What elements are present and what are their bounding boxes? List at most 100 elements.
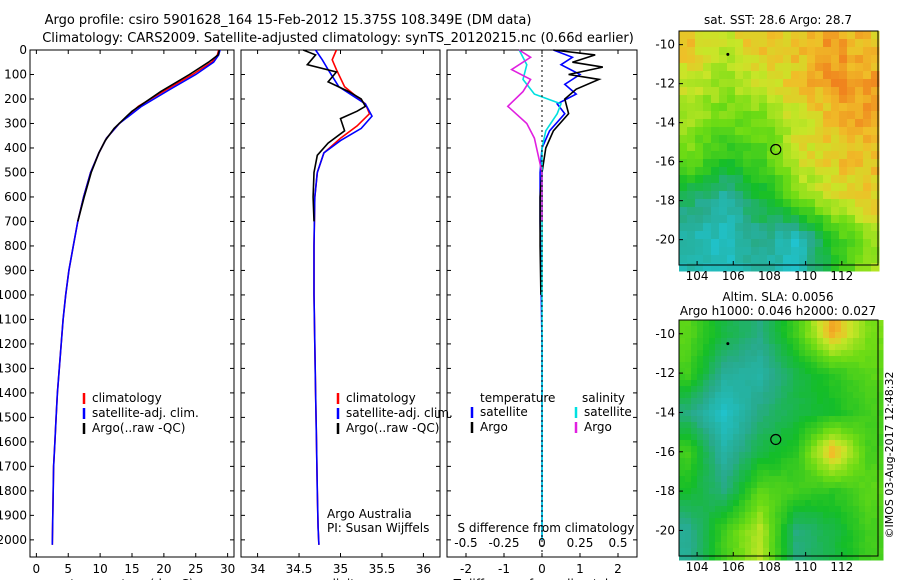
sst-map-cell [863, 255, 872, 264]
sla-map-cell [841, 506, 848, 513]
sst-map-cell [679, 103, 688, 112]
sla-map-cell [859, 338, 866, 345]
sla-map-cell [757, 470, 764, 477]
sst-map-ytick-label-3: -16 [655, 155, 675, 169]
sst-map-cell [799, 79, 808, 88]
sla-map-cell [799, 554, 806, 561]
sst-map-cell [719, 111, 728, 120]
sst-map-cell [751, 223, 760, 232]
sla-map-cell [871, 368, 878, 375]
sla-map-cell [751, 476, 758, 483]
sst-map-cell [759, 111, 768, 120]
sla-map-cell [775, 386, 782, 393]
sla-map-cell [745, 410, 752, 417]
sla-map-cell [757, 518, 764, 525]
sla-map-cell [709, 482, 716, 489]
sst-map-cell [727, 199, 736, 208]
sla-map-cell [811, 554, 818, 561]
sst-map-cell [759, 223, 768, 232]
sla-map-cell [721, 386, 728, 393]
sla-map-cell [733, 536, 740, 543]
sla-map-cell [859, 440, 866, 447]
sst-map-cell [687, 255, 696, 264]
sla-map-cell [733, 524, 740, 531]
sla-map-cell [817, 422, 824, 429]
sla-map-cell [775, 530, 782, 537]
sst-map-cell [807, 167, 816, 176]
sla-map-cell [715, 506, 722, 513]
sla-map-cell [751, 362, 758, 369]
sla-map-cell [835, 524, 842, 531]
sst-map-cell [855, 207, 864, 216]
sla-map-cell [847, 332, 854, 339]
sst-map-cell [703, 103, 712, 112]
sla-map-cell [871, 380, 878, 387]
sst-map-cell [791, 183, 800, 192]
sst-map-cell [775, 263, 784, 272]
sst-map-cell [759, 31, 768, 40]
sla-map-cell [745, 464, 752, 471]
sla-map-cell [805, 512, 812, 519]
sla-map-cell [739, 542, 746, 549]
sst-map-cell [823, 31, 832, 40]
sla-map-xtick-label-1: 106 [722, 560, 745, 574]
sst-map-cell [679, 39, 688, 48]
sla-map-cell [745, 422, 752, 429]
sla-map-cell [823, 554, 830, 561]
sst-map-cell [767, 207, 776, 216]
sla-map-cell [841, 428, 848, 435]
sla-map-cell [691, 338, 698, 345]
sst-map-cell [831, 71, 840, 80]
sst-map-cell [679, 199, 688, 208]
sst-map-cell [783, 215, 792, 224]
sst-map-cell [807, 39, 816, 48]
sla-map-cell [697, 386, 704, 393]
sla-map-cell [781, 386, 788, 393]
sla-map-cell [871, 344, 878, 351]
sla-map-cell [853, 374, 860, 381]
sst-map-cell [863, 31, 872, 40]
sla-map-cell [835, 392, 842, 399]
sla-map-cell [835, 464, 842, 471]
sla-map-cell [793, 518, 800, 525]
salinity-legend-label-2: Argo(..raw -QC) [346, 421, 439, 435]
sst-map-cell [871, 87, 880, 96]
sla-map-cell [769, 350, 776, 357]
sla-map-cell [763, 482, 770, 489]
sla-map-cell [757, 554, 764, 561]
sst-map-cell [815, 71, 824, 80]
sst-map-cell [775, 207, 784, 216]
sla-map-cell [871, 350, 878, 357]
sst-map-cell [831, 239, 840, 248]
sla-map-cell [739, 332, 746, 339]
sst-map-cell [679, 143, 688, 152]
sla-map-cell [721, 374, 728, 381]
sla-map-cell [721, 542, 728, 549]
sla-map-cell [877, 434, 884, 441]
sla-map-cell [769, 446, 776, 453]
sst-map-cell [711, 239, 720, 248]
sla-map-cell [679, 392, 686, 399]
sst-map-cell [687, 223, 696, 232]
sla-map-cell [697, 476, 704, 483]
sst-map-cell [679, 183, 688, 192]
difference-panel-xtick-label-0: -2 [460, 562, 472, 576]
sla-map-cell [841, 380, 848, 387]
sla-map-cell [865, 332, 872, 339]
sla-map-cell [769, 506, 776, 513]
sla-map-cell [799, 446, 806, 453]
sla-map-cell [685, 488, 692, 495]
sla-map-cell [727, 512, 734, 519]
sla-map-cell [709, 386, 716, 393]
sst-map-cell [719, 191, 728, 200]
sla-map-cell [841, 488, 848, 495]
sla-map-cell [817, 380, 824, 387]
sla-map-cell [763, 518, 770, 525]
sla-map-cell [853, 554, 860, 561]
sla-map-cell [733, 362, 740, 369]
sla-map-cell [733, 410, 740, 417]
sla-map-cell [709, 434, 716, 441]
sst-map-cell [823, 95, 832, 104]
sla-map-cell [703, 332, 710, 339]
sst-map-cell [783, 71, 792, 80]
